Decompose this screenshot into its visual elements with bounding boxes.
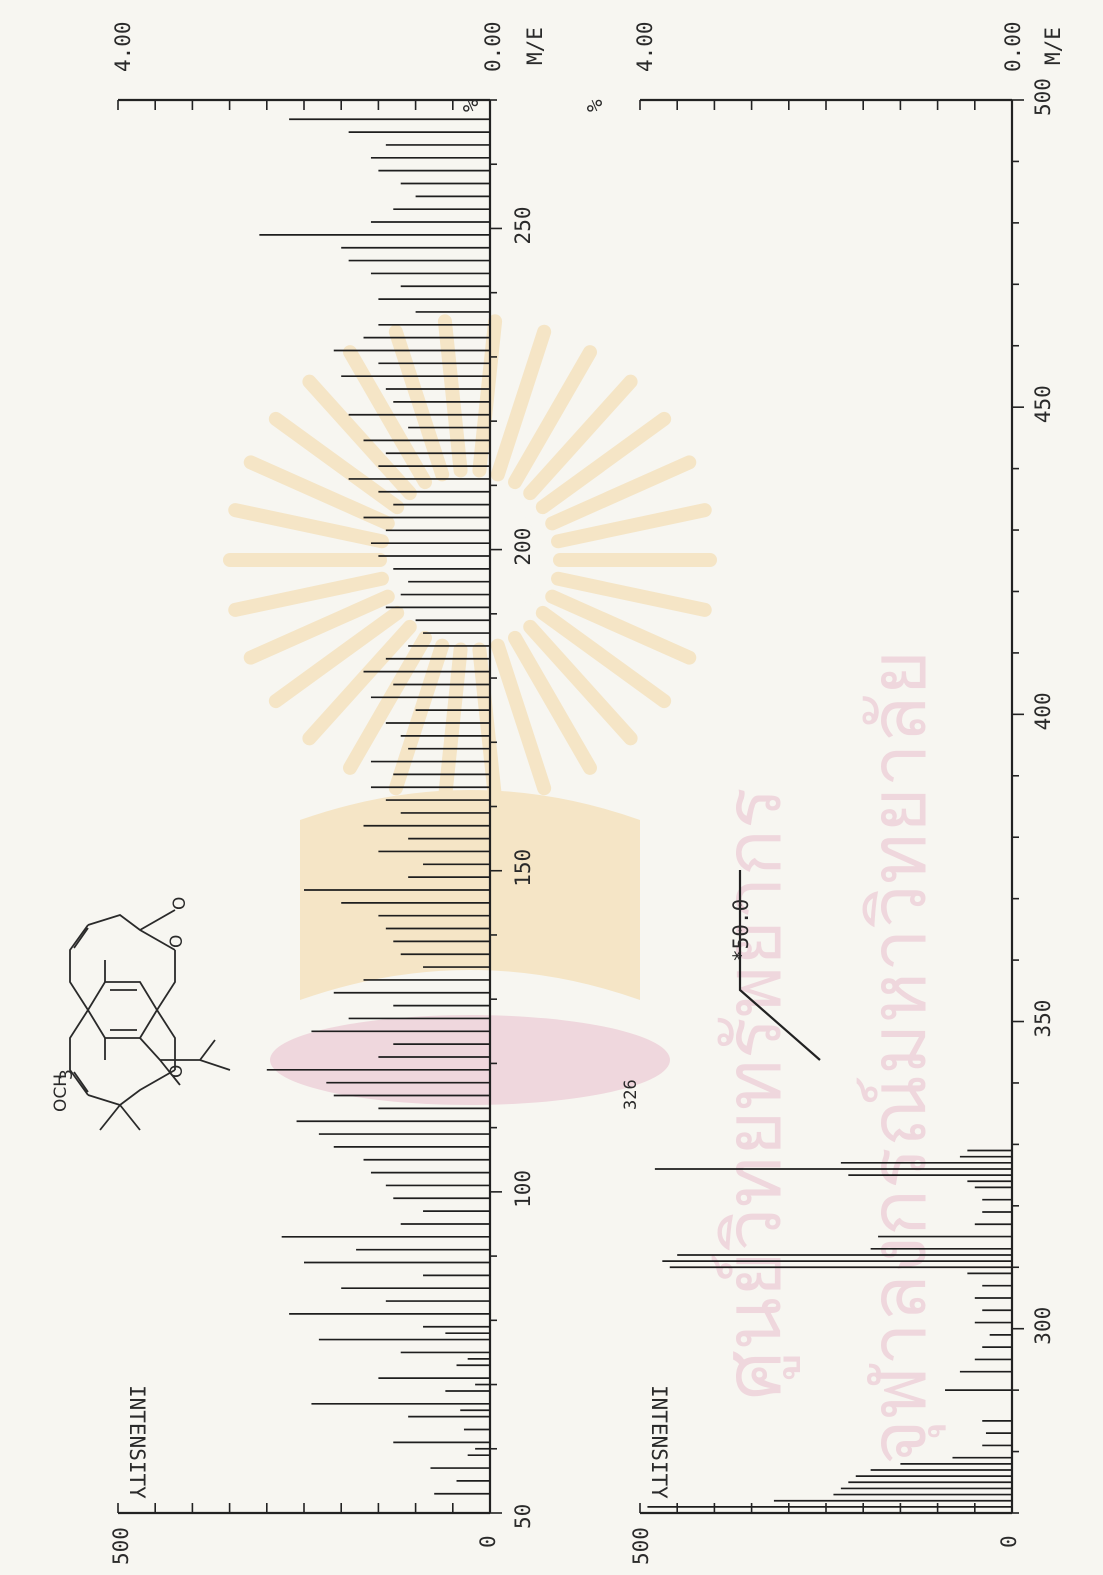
lower-ticks — [639, 99, 1024, 1514]
magnification-marker — [738, 870, 821, 1061]
emblem-ray — [472, 314, 503, 478]
upper-tick-labels: 50 100 150 200 250 — [511, 207, 535, 1529]
lower-percent-symbol: % — [583, 99, 607, 112]
emblem-ray — [228, 503, 389, 549]
emblem-ribbon — [270, 1015, 670, 1105]
upper-y-max-label: 500 — [109, 1527, 133, 1565]
emblem-icon — [223, 314, 717, 1105]
emblem-ray — [268, 411, 405, 515]
emblem-ray — [243, 455, 395, 531]
x-tick-label: 50 — [511, 1504, 535, 1529]
x-tick-label: 500 — [1031, 78, 1055, 116]
upper-y-label: INTENSITY — [125, 1385, 149, 1499]
carbonyl-bond — [139, 909, 176, 931]
emblem-ray — [472, 642, 503, 806]
upper-x-label: M/E — [523, 27, 547, 65]
x-tick-label: 150 — [511, 849, 535, 887]
lower-peaks — [647, 1149, 1012, 1508]
watermark: ศูนย์วิทยทรัพยากร จุฬาลงกรณ์มหาวิทยาลัย — [223, 314, 946, 1465]
lower-tick-labels: 300 350 400 450 500 — [1031, 78, 1055, 1345]
pyran-oxygen: O — [167, 1065, 187, 1078]
emblem-ray — [343, 345, 432, 490]
emblem-ray — [388, 324, 450, 482]
upper-percent-top: 4.00 — [111, 21, 135, 72]
lactone-ring-right — [87, 914, 176, 1011]
magnification-label: *50.0 — [729, 899, 753, 962]
peak-326-label: 326 — [621, 1079, 641, 1110]
emblem-ray — [551, 571, 712, 617]
lactone-oxygen: O — [167, 935, 187, 948]
upper-peaks — [259, 118, 490, 1495]
emblem-ray — [508, 345, 597, 490]
emblem-ray — [508, 630, 597, 775]
emblem-ray — [268, 605, 405, 709]
emblem-ray — [243, 589, 395, 665]
emblem-ray — [523, 374, 638, 501]
x-tick-label: 400 — [1031, 692, 1055, 730]
emblem-ray — [545, 455, 697, 531]
methoxy-group: OCH — [51, 1074, 71, 1112]
lower-percent-top: 4.00 — [633, 21, 657, 72]
upper-ticks — [117, 99, 502, 1514]
methoxy-subscript: 3 — [57, 1069, 77, 1080]
lactone-ring-left — [69, 924, 89, 1011]
emblem-ray — [388, 638, 450, 796]
emblem-ray — [228, 571, 389, 617]
emblem-ray — [302, 374, 417, 501]
pyran-ring-left — [69, 1009, 89, 1096]
x-tick-label: 300 — [1031, 1307, 1055, 1345]
lower-y-zero-label: 0 — [997, 1535, 1021, 1548]
watermark-line-1: ศูนย์วิทยทรัพยากร — [709, 787, 800, 1400]
benzene-double-bonds — [110, 989, 137, 1031]
upper-spectrum-panel: 50 100 150 200 250 M/E % 4.00 0.00 500 0 INT… — [109, 21, 547, 1565]
lower-y-label: INTENSITY — [647, 1385, 671, 1499]
chemical-structure-icon: OCH 3 O O O — [51, 897, 231, 1131]
emblem-ray — [490, 638, 552, 796]
prenyl-group — [139, 1037, 231, 1086]
x-tick-label: 450 — [1031, 385, 1055, 423]
x-tick-label: 350 — [1031, 1000, 1055, 1038]
lower-spectrum-panel: 300 350 400 450 500 M/E % 4.00 0.00 500 0 IN… — [583, 21, 1065, 1565]
lower-x-label: M/E — [1041, 27, 1065, 65]
emblem-ray — [437, 314, 468, 478]
upper-percent-zero: 0.00 — [481, 21, 505, 72]
gem-dimethyl — [99, 1104, 141, 1131]
upper-y-zero-label: 0 — [476, 1535, 500, 1548]
carbonyl-oxygen: O — [170, 897, 190, 910]
emblem-ray — [535, 605, 672, 709]
emblem-base — [300, 790, 640, 1000]
upper-percent-symbol: % — [459, 99, 483, 112]
emblem-ray — [302, 619, 417, 746]
emblem-ray — [545, 589, 697, 665]
x-tick-label: 200 — [511, 528, 535, 566]
x-tick-label: 250 — [511, 207, 535, 245]
emblem-ray — [535, 411, 672, 515]
emblem-ray — [551, 503, 712, 549]
emblem-ray — [490, 324, 552, 482]
emblem-ray — [523, 619, 638, 746]
lower-y-max-label: 500 — [629, 1527, 653, 1565]
x-tick-label: 100 — [511, 1170, 535, 1208]
lower-percent-zero: 0.00 — [1001, 21, 1025, 72]
watermark-line-2: จุฬาลงกรณ์มหาวิทยาลัย — [854, 650, 946, 1465]
